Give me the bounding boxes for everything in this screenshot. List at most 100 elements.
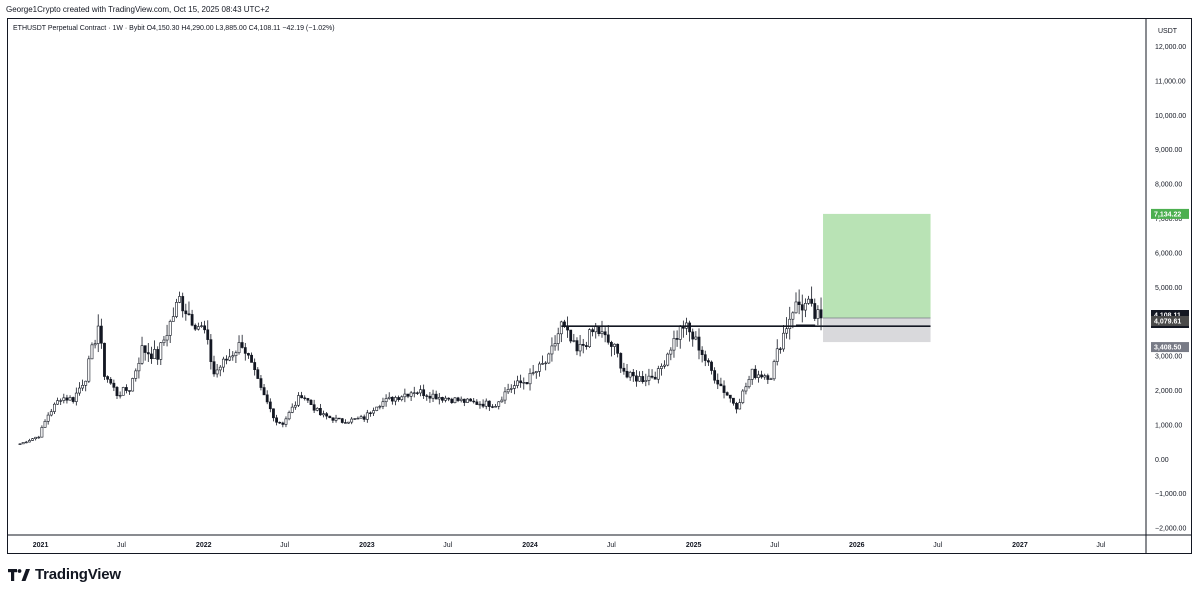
candle[interactable]	[625, 370, 629, 378]
candle[interactable]	[203, 325, 207, 331]
candle[interactable]	[234, 352, 238, 356]
candle[interactable]	[794, 301, 798, 314]
candle[interactable]	[337, 417, 341, 420]
candle[interactable]	[115, 387, 119, 396]
candle[interactable]	[778, 348, 782, 350]
candle[interactable]	[550, 345, 554, 355]
candle[interactable]	[556, 333, 560, 344]
candle[interactable]	[334, 417, 338, 421]
candle[interactable]	[381, 401, 385, 407]
candle[interactable]	[400, 396, 404, 400]
candle[interactable]	[159, 342, 163, 360]
candle[interactable]	[112, 382, 116, 388]
candle[interactable]	[672, 338, 676, 351]
candle[interactable]	[228, 356, 232, 361]
candle[interactable]	[40, 427, 44, 438]
candle[interactable]	[807, 298, 810, 304]
candle[interactable]	[412, 392, 416, 394]
candle[interactable]	[387, 396, 391, 399]
candle[interactable]	[663, 364, 666, 367]
candle[interactable]	[437, 397, 441, 400]
candle[interactable]	[34, 436, 38, 440]
candle[interactable]	[175, 302, 178, 317]
candle[interactable]	[478, 403, 482, 406]
candle[interactable]	[322, 413, 325, 416]
candle[interactable]	[31, 438, 34, 441]
candle[interactable]	[21, 442, 25, 445]
candle[interactable]	[59, 400, 63, 402]
candle[interactable]	[18, 443, 22, 445]
candle[interactable]	[328, 415, 332, 419]
candle[interactable]	[441, 397, 444, 401]
candle[interactable]	[281, 422, 285, 425]
candle[interactable]	[146, 352, 150, 355]
candle[interactable]	[121, 387, 125, 396]
candle[interactable]	[650, 375, 654, 378]
candle[interactable]	[425, 395, 429, 397]
candle[interactable]	[124, 387, 128, 391]
candle[interactable]	[247, 353, 250, 356]
candle[interactable]	[619, 353, 623, 369]
candle[interactable]	[325, 413, 329, 417]
candle[interactable]	[259, 378, 263, 388]
candle[interactable]	[165, 335, 169, 341]
candle[interactable]	[225, 358, 228, 361]
candle[interactable]	[516, 380, 519, 386]
candle[interactable]	[641, 376, 645, 382]
candle[interactable]	[719, 383, 723, 387]
candle[interactable]	[46, 414, 50, 422]
candle[interactable]	[394, 397, 397, 402]
candle[interactable]	[444, 397, 447, 401]
candle[interactable]	[782, 332, 785, 350]
candle[interactable]	[644, 380, 648, 382]
candle[interactable]	[694, 336, 698, 340]
candle[interactable]	[491, 406, 494, 408]
candle[interactable]	[738, 402, 742, 410]
candle[interactable]	[318, 408, 322, 416]
candle[interactable]	[150, 353, 153, 360]
candle[interactable]	[221, 358, 225, 368]
candle[interactable]	[666, 353, 670, 366]
candle[interactable]	[143, 345, 147, 353]
candle[interactable]	[588, 329, 591, 347]
candle[interactable]	[487, 400, 491, 407]
candle[interactable]	[584, 345, 588, 347]
candle[interactable]	[531, 372, 535, 374]
candle[interactable]	[134, 370, 138, 379]
candle[interactable]	[331, 417, 335, 421]
candle[interactable]	[631, 371, 635, 377]
candle[interactable]	[606, 334, 610, 343]
candle[interactable]	[725, 392, 729, 396]
candle[interactable]	[638, 376, 641, 382]
candle[interactable]	[140, 345, 144, 364]
candle[interactable]	[475, 401, 479, 405]
candle[interactable]	[256, 369, 260, 379]
candle[interactable]	[494, 406, 498, 408]
candle[interactable]	[390, 396, 394, 402]
candle[interactable]	[162, 339, 166, 344]
candle[interactable]	[703, 354, 707, 361]
candle[interactable]	[240, 342, 244, 348]
candle[interactable]	[484, 400, 488, 407]
candle[interactable]	[103, 342, 106, 377]
candle[interactable]	[250, 354, 253, 363]
drawn-lines[interactable]	[561, 324, 931, 327]
candle[interactable]	[538, 363, 541, 372]
candle[interactable]	[710, 361, 713, 371]
candle[interactable]	[691, 331, 695, 340]
candle[interactable]	[190, 314, 194, 326]
candle[interactable]	[534, 371, 538, 373]
candle[interactable]	[791, 312, 795, 320]
candle[interactable]	[284, 418, 288, 425]
candle[interactable]	[253, 362, 257, 370]
candle[interactable]	[434, 393, 438, 400]
candle[interactable]	[647, 375, 651, 381]
candle[interactable]	[153, 349, 156, 360]
candle[interactable]	[581, 343, 585, 346]
candle[interactable]	[469, 398, 472, 402]
candle[interactable]	[497, 401, 501, 407]
candle[interactable]	[453, 397, 457, 403]
candle[interactable]	[766, 375, 770, 380]
candle[interactable]	[741, 390, 745, 403]
position-zones[interactable]	[823, 213, 931, 343]
